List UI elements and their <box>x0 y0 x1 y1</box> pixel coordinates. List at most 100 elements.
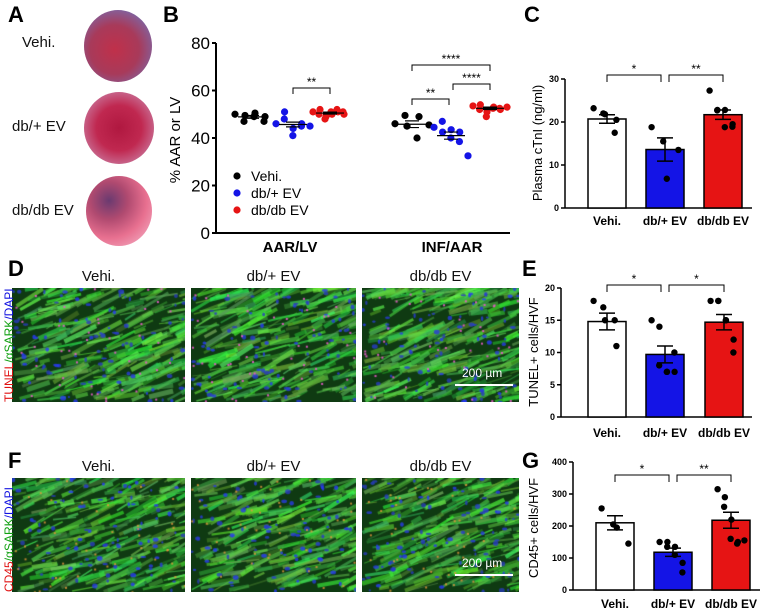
panel-label-d: D <box>8 256 24 281</box>
legend-marker <box>233 172 241 180</box>
y-tick-label: 60 <box>191 81 210 100</box>
y-tick-label: 10 <box>545 348 555 358</box>
x-tick-label: db/+ EV <box>643 426 687 440</box>
significance-bracket <box>411 64 491 71</box>
data-point <box>671 551 678 558</box>
heart-label-vehi: Vehi. <box>22 34 56 51</box>
data-point <box>656 538 663 546</box>
data-point <box>675 146 682 154</box>
y-tick-label: 400 <box>552 457 567 467</box>
significance-label: ** <box>691 62 701 76</box>
data-point <box>728 516 735 523</box>
mean-sem-line <box>398 120 426 129</box>
x-tick-label: Vehi. <box>593 214 621 228</box>
micro-title-f-dbdb: db/db EV <box>409 458 472 475</box>
bar <box>711 519 751 591</box>
y-tick-label: 40 <box>191 129 210 148</box>
micrograph-d-dbplus <box>191 288 356 402</box>
data-point <box>464 152 472 160</box>
data-point <box>403 122 411 130</box>
data-point <box>722 317 729 324</box>
panel-label-a: A <box>8 2 24 27</box>
y-tick-label: 15 <box>545 315 555 325</box>
data-point <box>721 123 728 131</box>
data-point <box>456 128 464 136</box>
legend-label: db/+ EV <box>251 185 302 201</box>
data-point <box>601 317 609 324</box>
data-point <box>714 486 721 493</box>
data-point <box>333 105 341 114</box>
micro-title-f-vehi: Vehi. <box>81 458 116 475</box>
data-point <box>482 113 490 121</box>
significance-label: ** <box>699 462 709 476</box>
significance-bracket <box>614 474 670 482</box>
scale-bar-f <box>455 574 513 576</box>
scale-label-d: 200 µm <box>462 366 503 380</box>
significance-label: * <box>632 272 637 286</box>
data-point <box>706 87 713 94</box>
mean-sem-line <box>437 131 465 140</box>
significance-bracket <box>676 474 732 482</box>
heart-image-vehi <box>84 10 152 82</box>
significance-bracket <box>452 83 491 90</box>
mean-sem-line <box>279 121 307 128</box>
y-tick-label: 0 <box>550 412 555 422</box>
x-tick-label: AAR/LV <box>263 239 318 256</box>
data-point <box>590 297 597 305</box>
data-point <box>401 111 409 120</box>
micrograph-f-dbdb <box>362 478 519 592</box>
data-point <box>671 349 678 356</box>
data-point <box>613 342 620 350</box>
y-tick-label: 0 <box>562 585 567 595</box>
significance-label: * <box>632 62 637 76</box>
data-point <box>679 569 686 576</box>
data-point <box>730 349 737 356</box>
data-point <box>289 124 297 133</box>
bar <box>653 551 693 591</box>
data-point <box>503 103 511 111</box>
bar <box>704 321 744 418</box>
data-point <box>600 304 607 311</box>
data-point <box>306 122 314 130</box>
data-point <box>430 123 438 131</box>
data-point <box>613 116 620 124</box>
x-tick-label: db/db EV <box>705 597 757 611</box>
micro-title-f-dbplus: db/+ EV <box>246 458 301 475</box>
bar <box>645 353 685 418</box>
panel-label-b: B <box>163 2 179 27</box>
legend-label: db/db EV <box>251 202 309 218</box>
data-point <box>272 120 280 128</box>
data-point <box>679 559 686 566</box>
y-tick-label: 80 <box>191 34 210 53</box>
data-point <box>321 115 329 123</box>
data-point <box>231 110 239 118</box>
y-axis-label: % AAR or LV <box>167 97 184 183</box>
data-point <box>590 105 597 112</box>
y-tick-label: 0 <box>554 203 559 213</box>
data-point <box>721 106 729 114</box>
data-point <box>715 297 722 305</box>
significance-bracket <box>606 284 662 292</box>
data-point <box>391 120 399 128</box>
micrograph-d-vehi <box>12 288 185 402</box>
data-point <box>613 524 620 531</box>
data-point <box>611 317 618 324</box>
micro-title-d-dbplus: db/+ EV <box>246 268 301 285</box>
micro-title-d-dbdb: db/db EV <box>409 268 472 285</box>
data-point <box>625 540 632 547</box>
data-point <box>656 323 663 330</box>
heart-label-dbplus: db/+ EV <box>12 118 66 135</box>
y-tick-label: 10 <box>549 160 559 170</box>
data-point <box>707 297 714 305</box>
significance-label: **** <box>442 52 461 66</box>
y-tick-label: 0 <box>201 224 210 243</box>
legend-marker <box>233 189 241 197</box>
micrograph-f-vehi <box>12 478 185 592</box>
significance-label: ** <box>307 75 317 89</box>
data-point <box>656 362 663 369</box>
data-point <box>648 317 655 324</box>
legend-marker <box>233 206 241 214</box>
data-point <box>663 175 670 182</box>
